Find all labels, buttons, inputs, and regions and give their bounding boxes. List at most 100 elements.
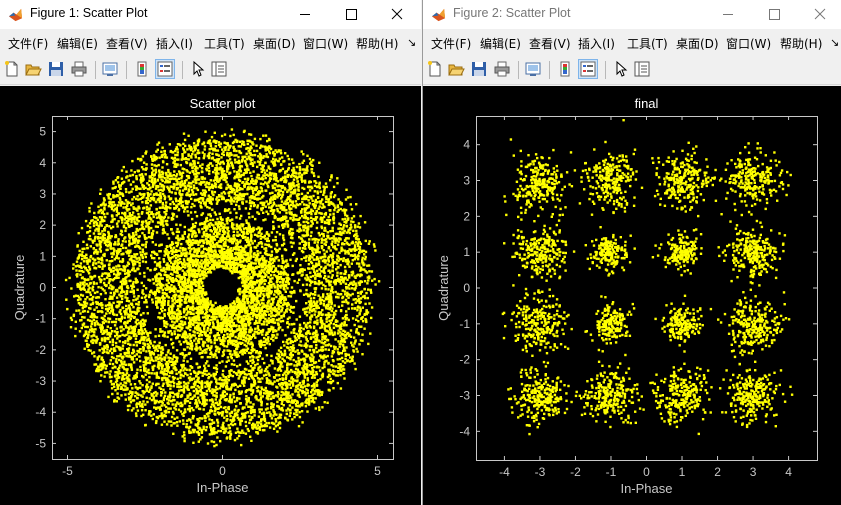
- scatter-point: [207, 364, 210, 367]
- scatter-point: [95, 306, 98, 309]
- scatter-point: [339, 331, 342, 334]
- menu-overflow-icon[interactable]: ↘: [407, 36, 417, 49]
- maximize-button[interactable]: [340, 4, 362, 24]
- scatter-point: [337, 305, 341, 308]
- scatter-point: [216, 256, 219, 259]
- scatter-point: [310, 219, 313, 223]
- scatter-point: [115, 265, 118, 268]
- scatter-point: [236, 243, 239, 246]
- scatter-point: [204, 362, 208, 365]
- scatter-point: [337, 208, 340, 212]
- scatter-point: [118, 364, 122, 367]
- scatter-point: [161, 277, 164, 280]
- scatter-point: [112, 201, 115, 204]
- scatter-point: [227, 359, 230, 362]
- scatter-point: [201, 374, 204, 377]
- scatter-point: [167, 407, 170, 410]
- scatter-point: [307, 221, 310, 225]
- scatter-point: [125, 311, 128, 314]
- scatter-point: [275, 231, 279, 234]
- scatter-point: [325, 277, 328, 281]
- colorbar-button[interactable]: [133, 60, 151, 78]
- scatter-point: [218, 361, 221, 364]
- scatter-point: [165, 366, 169, 369]
- scatter-point: [133, 327, 137, 331]
- close-button[interactable]: [386, 4, 408, 24]
- scatter-point: [175, 173, 179, 176]
- scatter-point: [160, 412, 163, 415]
- scatter-point: [180, 177, 183, 180]
- scatter-point: [196, 396, 200, 399]
- scatter-point: [158, 406, 161, 410]
- menu-view[interactable]: 查看(V): [106, 37, 148, 51]
- scatter-point: [160, 423, 164, 426]
- scatter-point: [207, 319, 210, 323]
- scatter-point: [298, 363, 301, 366]
- title-bar[interactable]: Figure 1: Scatter Plot: [0, 0, 421, 29]
- scatter-point: [94, 262, 98, 265]
- scatter-point: [319, 301, 323, 304]
- scatter-point: [207, 340, 210, 343]
- scatter-point: [203, 177, 207, 180]
- scatter-point: [201, 235, 204, 238]
- scatter-point: [204, 416, 207, 419]
- scatter-point: [238, 217, 242, 220]
- scatter-point: [201, 324, 204, 327]
- scatter-point: [336, 243, 340, 246]
- scatter-point: [85, 302, 89, 305]
- pointer-button[interactable]: [189, 60, 207, 78]
- scatter-point: [226, 356, 230, 359]
- scatter-point: [217, 259, 220, 262]
- scatter-point: [263, 369, 267, 373]
- scatter-point: [317, 306, 320, 309]
- menu-insert[interactable]: 插入(I): [156, 37, 193, 51]
- scatter-point: [220, 175, 223, 178]
- scatter-point: [199, 183, 203, 186]
- menu-tools[interactable]: 工具(T): [204, 37, 245, 51]
- scatter-point: [337, 227, 340, 230]
- new-figure-button[interactable]: [3, 60, 21, 78]
- minimize-button[interactable]: [294, 4, 316, 24]
- scatter-point: [296, 271, 299, 275]
- scatter-point: [215, 392, 218, 395]
- scatter-point: [206, 305, 210, 308]
- legend-button[interactable]: [155, 59, 175, 79]
- scatter-point: [353, 249, 357, 252]
- scatter-point: [356, 291, 360, 295]
- scatter-point: [178, 298, 181, 301]
- scatter-point: [108, 311, 111, 315]
- scatter-point: [203, 254, 206, 257]
- scatter-point: [271, 277, 274, 280]
- scatter-point: [294, 175, 298, 178]
- scatter-point: [111, 225, 115, 229]
- scatter-point: [297, 172, 301, 175]
- scatter-point: [188, 328, 192, 332]
- scatter-point: [168, 383, 171, 387]
- print-button[interactable]: [70, 60, 88, 78]
- menu-edit[interactable]: 编辑(E): [57, 37, 98, 51]
- scatter-point: [106, 348, 109, 351]
- menu-desktop[interactable]: 桌面(D): [253, 37, 296, 51]
- scatter-point: [136, 308, 139, 311]
- scatter-point: [314, 310, 317, 313]
- scatter-point: [160, 287, 163, 290]
- scatter-point: [273, 284, 276, 287]
- scatter-point: [97, 366, 100, 369]
- menu-file[interactable]: 文件(F): [8, 37, 49, 51]
- save-button[interactable]: [47, 60, 65, 78]
- scatter-point: [305, 195, 309, 199]
- link-plot-button[interactable]: [101, 60, 119, 78]
- scatter-point: [262, 316, 265, 319]
- property-inspector-button[interactable]: [210, 60, 228, 78]
- scatter-point: [344, 221, 348, 224]
- scatter-point: [318, 394, 321, 397]
- scatter-point: [256, 160, 260, 163]
- scatter-point: [290, 355, 293, 359]
- menu-help[interactable]: 帮助(H): [356, 37, 399, 51]
- menu-window[interactable]: 窗口(W): [303, 37, 349, 51]
- open-file-button[interactable]: [24, 60, 42, 78]
- scatter-point: [183, 354, 186, 357]
- scatter-point: [139, 313, 143, 317]
- scatter-point: [92, 328, 95, 331]
